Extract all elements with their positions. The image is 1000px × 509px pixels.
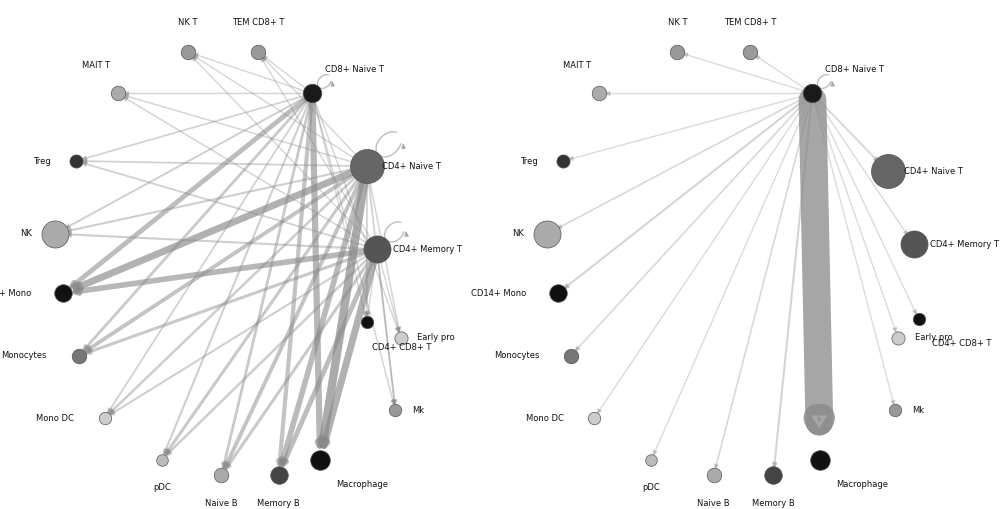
Text: Treg: Treg	[33, 156, 51, 165]
Text: TEM CD8+ T: TEM CD8+ T	[232, 18, 284, 27]
Text: CD4+ CD8+ T: CD4+ CD8+ T	[372, 343, 431, 352]
Point	[591, 90, 607, 98]
Point	[359, 162, 375, 171]
Text: CD4+ Naive T: CD4+ Naive T	[904, 167, 963, 176]
Point	[804, 90, 820, 98]
Text: Memory B: Memory B	[257, 499, 300, 507]
Point	[250, 48, 266, 56]
Text: Mono DC: Mono DC	[526, 414, 564, 422]
Text: Monocytes: Monocytes	[494, 351, 540, 360]
Point	[812, 456, 828, 464]
Point	[550, 290, 566, 298]
Point	[669, 48, 685, 56]
Text: CD14+ Mono: CD14+ Mono	[0, 289, 31, 298]
Point	[643, 456, 659, 464]
Point	[555, 157, 571, 165]
Text: CD4+ Memory T: CD4+ Memory T	[930, 240, 999, 248]
Point	[890, 333, 906, 342]
Point	[387, 406, 403, 414]
Point	[47, 230, 63, 238]
Point	[97, 414, 113, 422]
Text: CD4+ CD8+ T: CD4+ CD8+ T	[932, 339, 991, 348]
Text: Mk: Mk	[412, 406, 424, 415]
Point	[68, 157, 84, 165]
Text: NK T: NK T	[178, 18, 197, 27]
Text: NK T: NK T	[668, 18, 687, 27]
Point	[539, 230, 555, 238]
Text: MAIT T: MAIT T	[563, 61, 592, 70]
Point	[880, 167, 896, 176]
Point	[887, 406, 903, 414]
Text: CD8+ Naive T: CD8+ Naive T	[825, 65, 884, 74]
Point	[180, 48, 196, 56]
Point	[906, 240, 922, 248]
Point	[110, 90, 126, 98]
Text: Macrophage: Macrophage	[336, 480, 388, 490]
Text: Monocytes: Monocytes	[1, 351, 46, 360]
Text: Naive B: Naive B	[697, 499, 730, 507]
Text: TEM CD8+ T: TEM CD8+ T	[724, 18, 776, 27]
Point	[369, 245, 385, 253]
Point	[213, 471, 229, 479]
Point	[71, 352, 87, 360]
Point	[271, 471, 287, 479]
Text: CD4+ Memory T: CD4+ Memory T	[393, 245, 462, 254]
Text: pDC: pDC	[642, 483, 660, 492]
Text: Early pro: Early pro	[915, 333, 952, 342]
Text: Early pro: Early pro	[417, 333, 455, 342]
Text: Mono DC: Mono DC	[36, 414, 73, 422]
Text: CD8+ Naive T: CD8+ Naive T	[325, 65, 384, 74]
Point	[706, 471, 722, 479]
Text: CD4+ Naive T: CD4+ Naive T	[382, 162, 441, 171]
Text: Naive B: Naive B	[205, 499, 238, 507]
Text: Macrophage: Macrophage	[836, 480, 888, 490]
Point	[586, 414, 602, 422]
Text: Mk: Mk	[912, 406, 924, 415]
Text: CD14+ Mono: CD14+ Mono	[471, 289, 527, 298]
Text: Memory B: Memory B	[752, 499, 795, 507]
Point	[55, 290, 71, 298]
Point	[359, 318, 375, 326]
Text: MAIT T: MAIT T	[82, 61, 110, 70]
Point	[563, 352, 579, 360]
Point	[154, 456, 170, 464]
Text: Treg: Treg	[520, 156, 538, 165]
Point	[765, 471, 781, 479]
Text: pDC: pDC	[153, 483, 171, 492]
Point	[312, 456, 328, 464]
Point	[911, 316, 927, 324]
Text: NK: NK	[20, 229, 32, 238]
Point	[393, 333, 409, 342]
Text: NK: NK	[512, 229, 524, 238]
Point	[742, 48, 758, 56]
Point	[304, 90, 320, 98]
